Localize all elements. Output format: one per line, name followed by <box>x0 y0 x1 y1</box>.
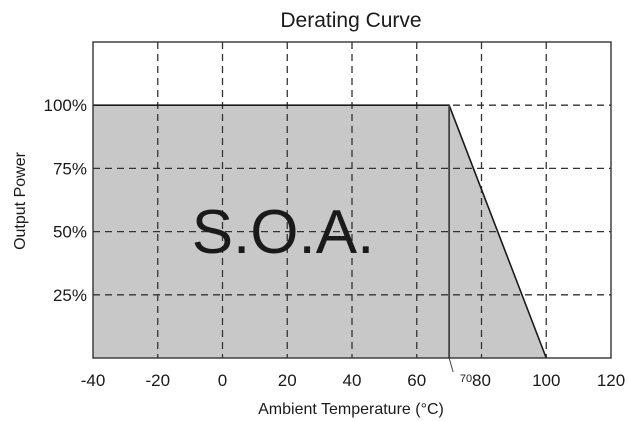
y-tick-label-50: 50% <box>53 223 87 242</box>
x-tick-labels: -40 -20 0 20 40 60 80 100 120 <box>81 371 625 390</box>
x-tick-label-40: 40 <box>343 371 362 390</box>
plot-frame <box>92 41 612 359</box>
y-axis-label: Output Power <box>12 151 29 250</box>
soa-area-label: S.O.A. <box>192 198 375 267</box>
y-tick-label-75: 75% <box>53 159 87 178</box>
x-tick-label-0: 0 <box>218 371 227 390</box>
x-tick-label-120: 120 <box>597 371 625 390</box>
x-tick-label--20: -20 <box>145 371 170 390</box>
x-tick-label-100: 100 <box>532 371 560 390</box>
y-tick-label-100: 100% <box>44 96 87 115</box>
curve-layer <box>93 104 547 373</box>
y-tick-labels: 25% 50% 75% 100% <box>44 96 87 305</box>
y-tick-label-25: 25% <box>53 286 87 305</box>
x-tick-label-60: 60 <box>407 371 426 390</box>
x-tick-label-20: 20 <box>278 371 297 390</box>
x-axis-label: Ambient Temperature (°C) <box>258 401 444 418</box>
plot-border <box>92 41 612 359</box>
x-tick-label--40: -40 <box>81 371 106 390</box>
marker-70-leader <box>448 357 454 373</box>
x-tick-label-80: 80 <box>472 371 491 390</box>
marker-70-label: 70 <box>460 373 472 385</box>
chart-title: Derating Curve <box>280 9 421 32</box>
